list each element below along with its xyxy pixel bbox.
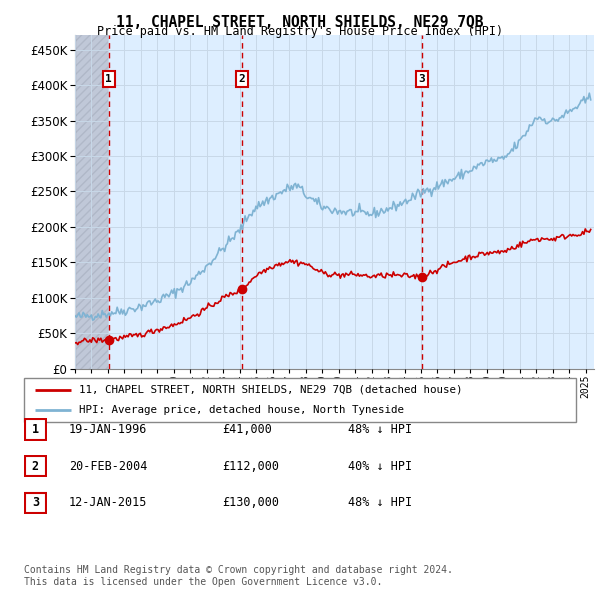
Text: 2: 2 (32, 460, 39, 473)
Text: 3: 3 (418, 74, 425, 84)
FancyBboxPatch shape (25, 456, 46, 476)
Text: Price paid vs. HM Land Registry's House Price Index (HPI): Price paid vs. HM Land Registry's House … (97, 25, 503, 38)
Text: 20-FEB-2004: 20-FEB-2004 (69, 460, 148, 473)
Text: Contains HM Land Registry data © Crown copyright and database right 2024.
This d: Contains HM Land Registry data © Crown c… (24, 565, 453, 587)
Text: 12-JAN-2015: 12-JAN-2015 (69, 496, 148, 509)
Text: 3: 3 (32, 496, 39, 509)
Text: 2: 2 (239, 74, 245, 84)
Text: 48% ↓ HPI: 48% ↓ HPI (348, 423, 412, 436)
Bar (75, 35, 109, 369)
Text: 19-JAN-1996: 19-JAN-1996 (69, 423, 148, 436)
Text: 48% ↓ HPI: 48% ↓ HPI (348, 496, 412, 509)
FancyBboxPatch shape (24, 378, 576, 422)
FancyBboxPatch shape (25, 419, 46, 440)
Text: £41,000: £41,000 (222, 423, 272, 436)
Text: 1: 1 (32, 423, 39, 436)
Text: 1: 1 (106, 74, 112, 84)
FancyBboxPatch shape (25, 493, 46, 513)
Text: 11, CHAPEL STREET, NORTH SHIELDS, NE29 7QB: 11, CHAPEL STREET, NORTH SHIELDS, NE29 7… (116, 15, 484, 30)
Bar (75, 35, 109, 369)
Text: £112,000: £112,000 (222, 460, 279, 473)
Text: 40% ↓ HPI: 40% ↓ HPI (348, 460, 412, 473)
Text: HPI: Average price, detached house, North Tyneside: HPI: Average price, detached house, Nort… (79, 405, 404, 415)
Text: 11, CHAPEL STREET, NORTH SHIELDS, NE29 7QB (detached house): 11, CHAPEL STREET, NORTH SHIELDS, NE29 7… (79, 385, 463, 395)
Text: £130,000: £130,000 (222, 496, 279, 509)
